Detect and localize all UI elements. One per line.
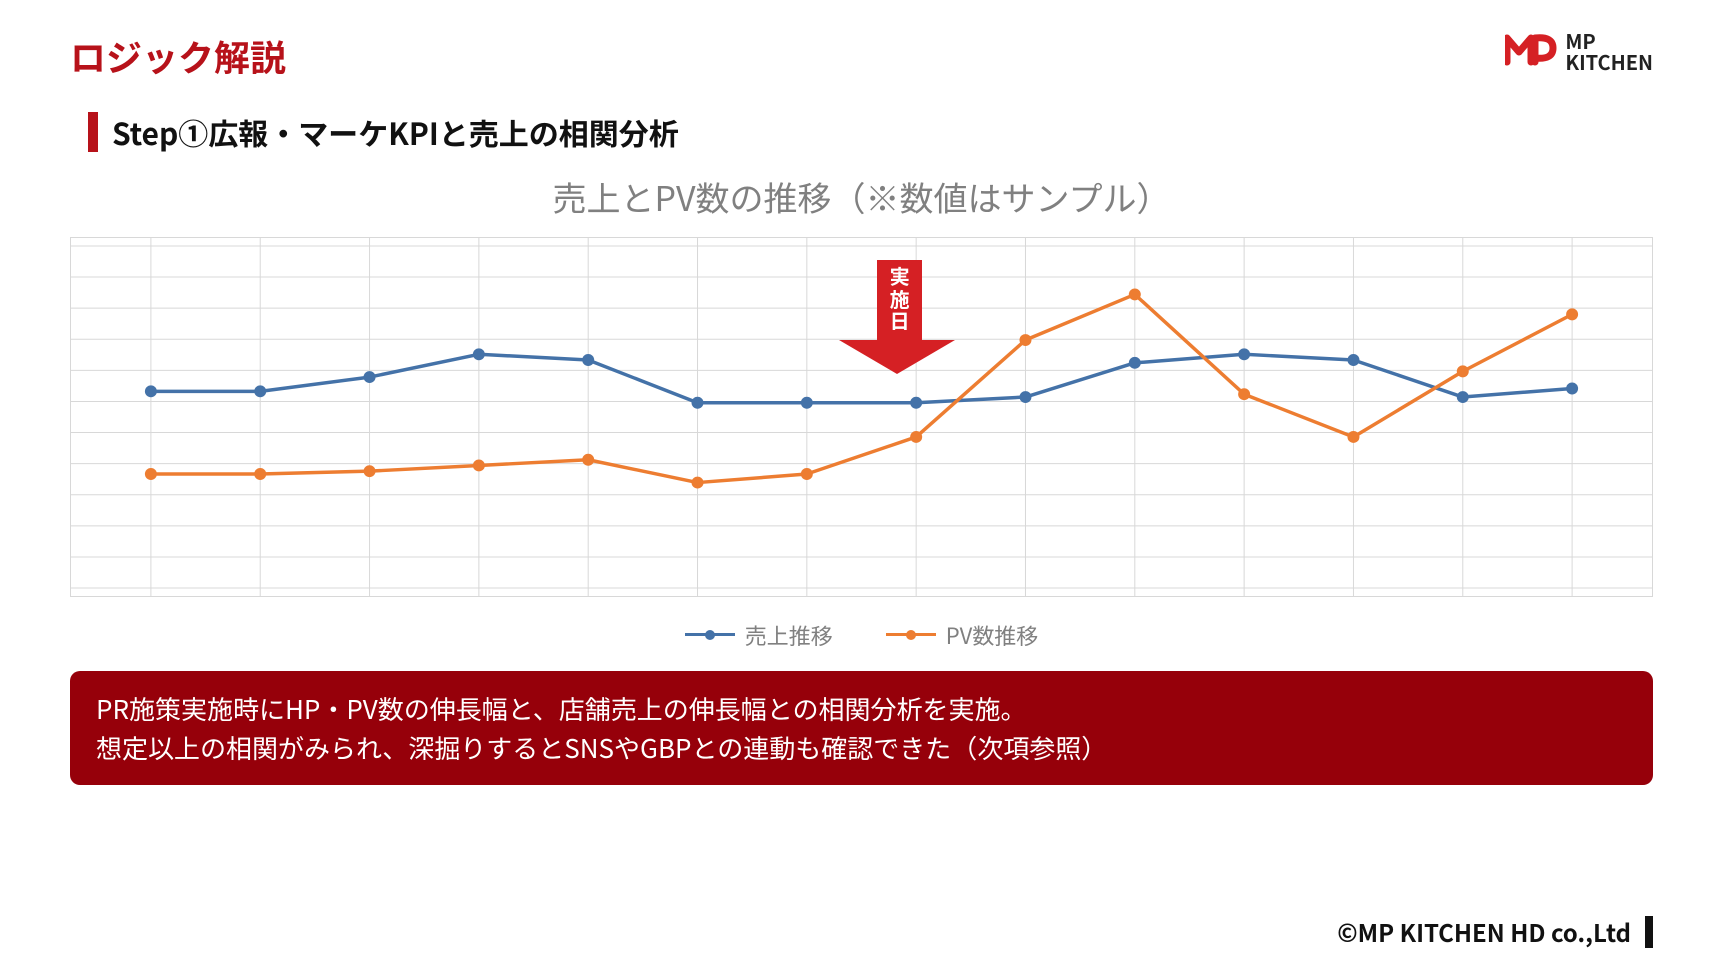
- brand-logo: MP KITCHEN: [1505, 28, 1653, 74]
- line-chart: 実施日: [70, 237, 1653, 597]
- summary-note: PR施策実施時にHP・PV数の伸長幅と、店舗売上の伸長幅との相関分析を実施。 想…: [70, 671, 1653, 785]
- footer-copyright: ©MP KITCHEN HD co.,Ltd: [1337, 914, 1631, 949]
- logo-mark-icon: [1505, 28, 1557, 74]
- legend-label: 売上推移: [745, 619, 833, 651]
- legend-swatch-icon: [685, 633, 735, 636]
- chart-legend: 売上推移 PV数推移: [70, 611, 1653, 651]
- legend-item-sales: 売上推移: [685, 619, 833, 651]
- subtitle: Step①広報・マーケKPIと売上の相関分析: [112, 110, 679, 154]
- footer-accent-bar: [1645, 916, 1653, 948]
- event-marker-label: 実施日: [877, 260, 922, 340]
- note-line-1: PR施策実施時にHP・PV数の伸長幅と、店舗売上の伸長幅との相関分析を実施。: [96, 689, 1627, 728]
- chart-title: 売上とPV数の推移（※数値はサンプル）: [70, 172, 1653, 221]
- footer: ©MP KITCHEN HD co.,Ltd: [1337, 914, 1653, 949]
- note-line-2: 想定以上の相関がみられ、深掘りするとSNSやGBPとの連動も確認できた（次項参照…: [96, 728, 1627, 767]
- page-title: ロジック解説: [70, 30, 1653, 82]
- legend-label: PV数推移: [946, 619, 1039, 651]
- chart-svg: [71, 238, 1652, 596]
- legend-swatch-icon: [886, 633, 936, 636]
- legend-item-pv: PV数推移: [886, 619, 1039, 651]
- event-marker-arrow: 実施日: [877, 260, 955, 374]
- subtitle-accent-bar: [88, 112, 98, 152]
- logo-text-line2: KITCHEN: [1565, 51, 1653, 72]
